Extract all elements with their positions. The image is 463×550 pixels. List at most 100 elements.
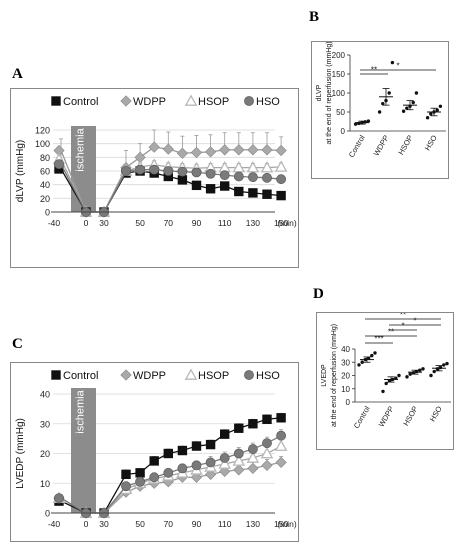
marker-hsop xyxy=(274,439,288,451)
marker-hsop xyxy=(232,454,246,466)
y-tick-label: 20 xyxy=(341,372,350,381)
data-point xyxy=(405,106,409,110)
x-tick-label: 30 xyxy=(99,519,109,529)
marker-control xyxy=(135,468,145,478)
chart-b: dLVP at the end of reperfusion (mmHg) 0 50 1… xyxy=(316,41,446,159)
marker-control xyxy=(191,441,202,451)
x-tick-label: 50 xyxy=(135,519,145,529)
significance-label: *** xyxy=(374,335,383,344)
marker-hso xyxy=(191,167,202,178)
category-label-hso: HSO xyxy=(423,133,439,152)
significance-label: * xyxy=(401,322,404,331)
data-point xyxy=(411,100,415,105)
marker-hso xyxy=(205,457,216,468)
marker-wdpp xyxy=(275,456,287,469)
chart-d-frame: LVEDP at the end of reperfusion (mmHg) 0 10… xyxy=(316,311,454,450)
y-axis-label: dLVP xyxy=(316,84,323,101)
y-tick-label: 40 xyxy=(341,345,350,354)
ischemia-label: ischemia xyxy=(75,389,87,433)
y-tick-label: 20 xyxy=(40,194,50,204)
data-point xyxy=(432,369,436,374)
marker-control xyxy=(262,189,272,199)
x-tick-label: 90 xyxy=(192,519,202,529)
marker-control xyxy=(248,188,258,198)
data-point xyxy=(438,104,443,108)
y-tick-label: 40 xyxy=(40,180,50,190)
marker-wdpp xyxy=(261,459,273,472)
y-tick-label: 20 xyxy=(40,449,50,459)
y-tick-label: 200 xyxy=(332,51,346,60)
marker-hso xyxy=(135,476,146,487)
marker-control xyxy=(220,181,230,191)
panel-label-a: A xyxy=(12,66,23,82)
category-label-hsop: HSOP xyxy=(396,134,414,157)
legend-marker-control xyxy=(51,370,61,380)
marker-hso xyxy=(121,481,131,492)
series-line-segment xyxy=(60,163,87,213)
y-axis-label: dLVP (mmHg) xyxy=(15,140,26,202)
significance-label: * xyxy=(413,317,416,326)
significance-label: ** xyxy=(388,328,394,337)
marker-wdpp xyxy=(233,144,245,156)
legend-marker-wdpp xyxy=(120,95,132,107)
marker-control xyxy=(276,190,286,201)
marker-control xyxy=(177,175,188,185)
data-point xyxy=(381,101,385,106)
marker-hso xyxy=(262,172,272,183)
marker-hso xyxy=(233,171,244,182)
marker-hsop xyxy=(274,160,288,172)
legend-label-wdpp: WDPP xyxy=(133,96,166,108)
significance-label: * xyxy=(396,62,399,71)
legend-marker-hso xyxy=(244,370,254,380)
significance-label: ** xyxy=(400,313,406,320)
marker-hso xyxy=(219,170,230,180)
marker-hso xyxy=(135,164,146,175)
marker-wdpp xyxy=(162,143,174,155)
data-point xyxy=(360,360,364,364)
y-tick-label: 60 xyxy=(40,167,50,177)
y-tick-label: 0 xyxy=(45,509,50,519)
marker-control xyxy=(248,419,258,429)
legend-label-wdpp: WDPP xyxy=(133,370,166,382)
panel-label-b: B xyxy=(309,9,320,25)
marker-hso xyxy=(54,493,64,504)
marker-control xyxy=(149,456,159,466)
data-point xyxy=(370,353,374,358)
marker-wdpp xyxy=(247,462,259,474)
marker-hso xyxy=(191,460,202,471)
series-line-segment xyxy=(103,474,127,514)
data-point xyxy=(384,381,388,386)
series-line-segment xyxy=(103,170,127,213)
marker-hso xyxy=(276,430,286,441)
marker-hsop xyxy=(246,161,260,173)
x-tick-label: 110 xyxy=(218,519,232,529)
marker-control xyxy=(234,186,244,197)
x-axis-label: (min) xyxy=(277,519,297,529)
marker-control xyxy=(191,180,202,191)
y-tick-label: 150 xyxy=(332,70,346,79)
marker-hso xyxy=(163,166,174,176)
chart-a-frame: 0 20 40 60 80 100 120 -40 0 30 50 70 90 110 130 150 (min… xyxy=(10,88,299,268)
y-axis-label-sub: at the end of reperfusion (mmHg) xyxy=(326,42,333,145)
legend-marker-hsop xyxy=(184,94,198,106)
marker-wdpp xyxy=(176,147,189,159)
y-tick-label: 10 xyxy=(341,385,350,394)
marker-hso xyxy=(276,174,286,185)
y-tick-label: 0 xyxy=(346,398,351,407)
panel-label-d: D xyxy=(313,286,324,302)
x-tick-label: 130 xyxy=(246,519,260,529)
x-tick-label: 0 xyxy=(84,519,89,529)
category-label-control: Control xyxy=(352,404,372,430)
marker-hso xyxy=(205,168,216,179)
legend-marker-control xyxy=(51,96,61,106)
data-point xyxy=(373,351,377,355)
marker-hso xyxy=(233,448,244,459)
marker-wdpp xyxy=(190,146,203,159)
series-line-segment xyxy=(103,485,127,514)
y-tick-label: 50 xyxy=(336,108,345,117)
marker-control xyxy=(205,439,216,450)
marker-control xyxy=(163,448,174,459)
y-tick-label: 0 xyxy=(45,208,50,218)
y-tick-label: 30 xyxy=(341,358,350,367)
